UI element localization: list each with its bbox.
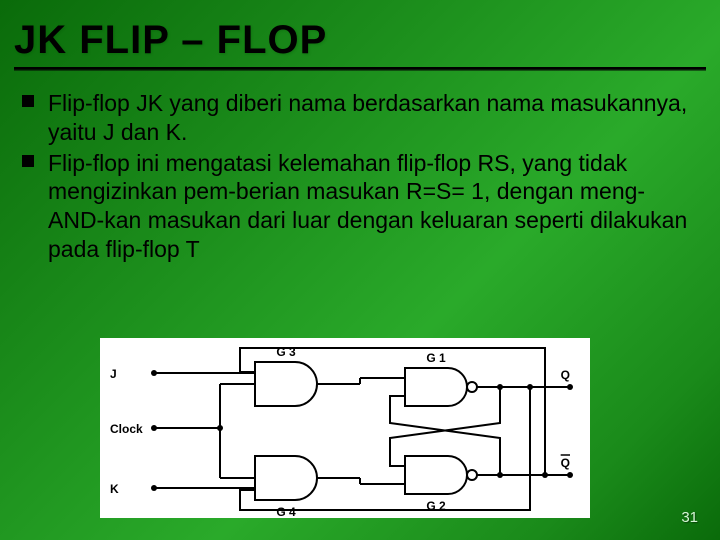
svg-text:Q: Q <box>561 456 570 470</box>
svg-text:Clock: Clock <box>110 422 143 436</box>
page-title: JK FLIP – FLOP <box>0 0 720 67</box>
bullet-icon <box>22 95 34 107</box>
bullet-list: Flip-flop JK yang diberi nama berdasarka… <box>0 71 720 264</box>
svg-text:J: J <box>110 367 117 381</box>
slide-number: 31 <box>681 509 698 526</box>
svg-text:G 1: G 1 <box>426 351 446 365</box>
list-item: Flip-flop ini mengatasi kelemahan flip-f… <box>48 149 690 264</box>
list-item: Flip-flop JK yang diberi nama berdasarka… <box>48 89 690 147</box>
bullet-text: Flip-flop JK yang diberi nama berdasarka… <box>48 90 687 145</box>
svg-text:K: K <box>110 482 119 496</box>
bullet-icon <box>22 155 34 167</box>
circuit-diagram: JClockKG 3G 4G 1G 2QQ <box>100 338 590 518</box>
bullet-text: Flip-flop ini mengatasi kelemahan flip-f… <box>48 150 687 262</box>
svg-text:G 4: G 4 <box>276 505 296 518</box>
svg-text:Q: Q <box>561 368 570 382</box>
jk-flipflop-svg: JClockKG 3G 4G 1G 2QQ <box>100 338 590 518</box>
